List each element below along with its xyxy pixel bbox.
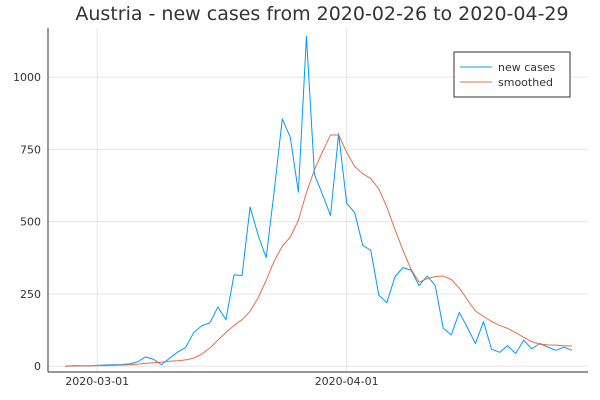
x-tick-label: 2020-03-01 bbox=[65, 375, 129, 388]
grid bbox=[48, 28, 588, 372]
y-tick-label: 1000 bbox=[13, 71, 41, 84]
chart-title: Austria - new cases from 2020-02-26 to 2… bbox=[75, 3, 568, 25]
axes bbox=[47, 28, 588, 373]
legend-label-smoothed: smoothed bbox=[498, 76, 553, 89]
legend: new cases smoothed bbox=[453, 51, 571, 98]
legend-label-new-cases: new cases bbox=[498, 61, 556, 74]
tick-labels: 0 250 500 750 1000 2020-03-01 2020-04-01 bbox=[13, 71, 379, 388]
series-line-smoothed bbox=[64, 134, 573, 367]
y-tick-label: 500 bbox=[20, 216, 41, 229]
legend-box bbox=[453, 51, 571, 98]
y-tick-label: 750 bbox=[20, 143, 41, 156]
series-lines bbox=[64, 35, 573, 367]
series-line-new-cases bbox=[64, 35, 573, 367]
x-tick-label: 2020-04-01 bbox=[315, 375, 379, 388]
y-tick-label: 250 bbox=[20, 288, 41, 301]
y-tick-label: 0 bbox=[34, 360, 41, 373]
